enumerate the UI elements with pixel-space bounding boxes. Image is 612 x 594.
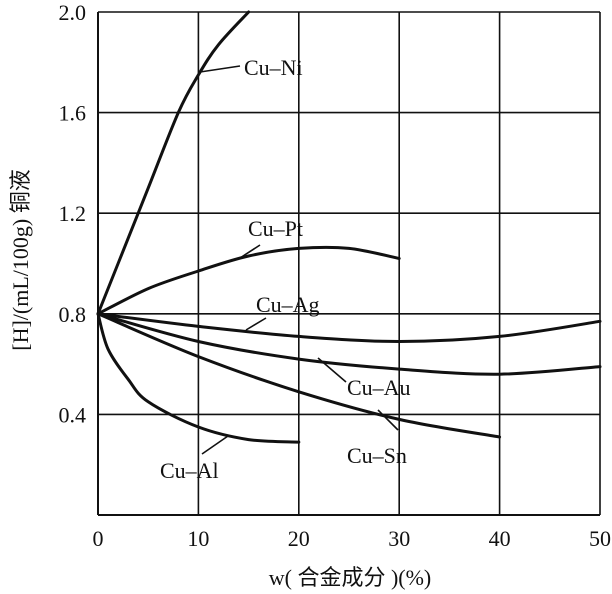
series-label-leader [377,409,399,431]
series-labels: Cu–Ni Cu–Pt Cu–Ag Cu–Au Cu–Sn Cu–Al [160,55,411,483]
series-label: Cu–Pt [248,216,303,241]
series-line [96,312,301,444]
series-line [96,312,602,344]
x-tick-label: 20 [288,526,310,551]
grid [98,11,601,515]
series-lines [96,10,602,444]
y-tick-label: 1.6 [59,101,87,126]
x-tick-label: 0 [93,526,104,551]
series-label-leader [317,357,347,383]
x-tick-label: 10 [187,526,209,551]
series-label: Cu–Au [347,375,411,400]
y-axis-title: [H]/(mL/100g) 铜液 [8,169,33,350]
series-line [96,10,251,316]
x-tick-label: 50 [589,526,611,551]
series-line [96,312,502,439]
series-label-leader [239,244,261,259]
series-label: Cu–Sn [347,443,407,468]
series-label: Cu–Ni [244,55,303,80]
series-label: Cu–Al [160,458,219,483]
x-tick-label: 30 [388,526,410,551]
tick-labels: 0 10 20 30 40 50 0.4 0.8 1.2 1.6 2.0 [59,0,612,551]
x-tick-label: 40 [489,526,511,551]
series-label-leader [199,65,241,73]
y-tick-label: 2.0 [59,0,87,25]
axes [97,12,600,516]
y-tick-label: 0.8 [59,302,87,327]
series-line [96,312,602,376]
label-leaders [199,65,399,455]
series-line [96,245,401,316]
x-axis-title: w( 合金成分 )(%) [269,565,432,590]
series-label: Cu–Ag [256,292,320,317]
series-label-leader [201,435,229,455]
y-tick-label: 0.4 [59,402,87,427]
series-label-leader [245,317,267,331]
y-tick-label: 1.2 [59,201,87,226]
